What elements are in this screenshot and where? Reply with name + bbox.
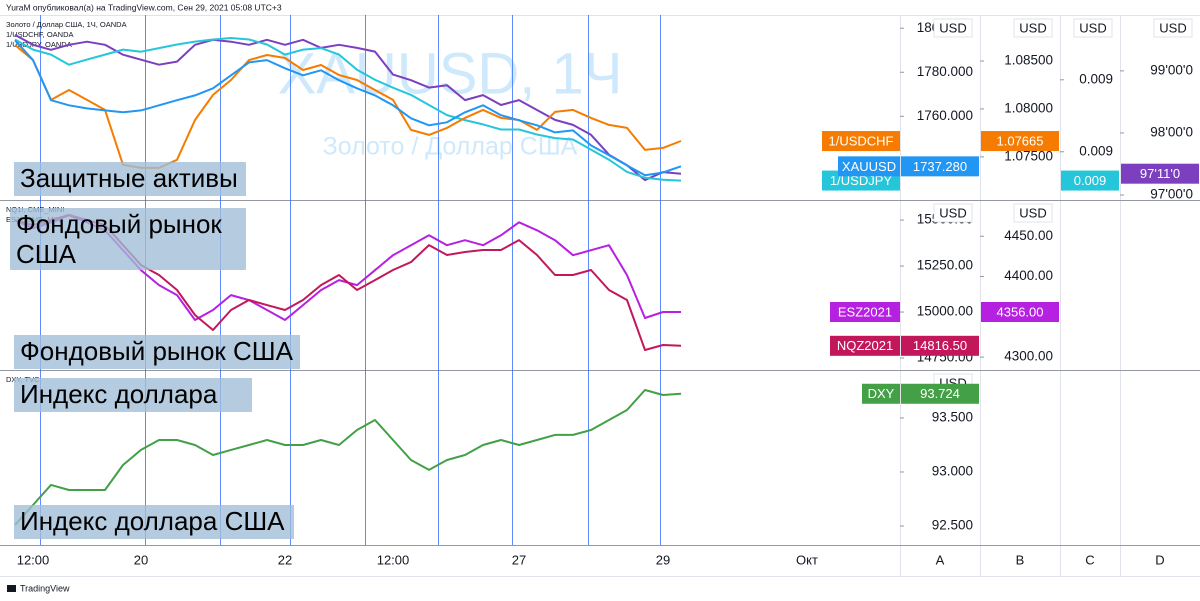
price-tag — [901, 335, 979, 356]
series-name-tag — [830, 335, 900, 356]
series-name-label: 1/USDJPY — [830, 173, 892, 188]
price-tag — [981, 301, 1059, 322]
unit-box — [1013, 203, 1053, 223]
footer: TradingView — [7, 583, 70, 593]
legend-entry: 1/USDJPY, OANDA — [6, 40, 72, 49]
scale-column-label: D — [1155, 552, 1164, 567]
unit-box — [933, 203, 973, 223]
series-name-tag — [862, 383, 900, 404]
price-tag — [901, 383, 979, 404]
unit-label: USD — [1019, 205, 1046, 220]
y-tick-label: 97'00'0 — [1150, 187, 1193, 202]
y-tick-label: 15000.00 — [917, 304, 973, 319]
annotation: Индекс доллара — [14, 378, 252, 412]
series-name-tag — [838, 156, 900, 177]
scale-column-label: A — [936, 552, 945, 567]
y-tick-label: 1760.000 — [917, 108, 973, 123]
frame — [0, 15, 1200, 577]
y-tick-label: 93.000 — [932, 464, 973, 479]
series-name-tag — [822, 131, 900, 152]
annotation: Фондовый рынок США — [14, 335, 300, 369]
annotation: Индекс доллара США — [14, 505, 294, 539]
y-tick-label: 0.009 — [1079, 71, 1113, 86]
legend-entry: 1/USDCHF, OANDA — [6, 30, 74, 39]
x-tick-label: 29 — [656, 552, 670, 567]
x-tick-label: 27 — [512, 552, 526, 567]
scale-column-label: C — [1085, 552, 1094, 567]
price-tag-label: 14816.50 — [913, 338, 967, 353]
series-name-label: 1/USDCHF — [828, 133, 893, 148]
y-tick-label: 92.500 — [932, 518, 973, 533]
x-tick-label: 20 — [134, 552, 148, 567]
y-tick-label: 15250.00 — [917, 258, 973, 273]
unit-box — [1013, 18, 1053, 38]
unit-box — [1153, 18, 1193, 38]
y-tick-label: 98'00'0 — [1150, 125, 1193, 140]
series-name-label: NQZ2021 — [837, 338, 893, 353]
price-tag-label: 1737.280 — [913, 159, 967, 174]
y-tick-label: 1.08000 — [1004, 101, 1053, 116]
annotation: Защитные активы — [14, 162, 246, 196]
unit-label: USD — [1079, 20, 1106, 35]
series-line — [14, 34, 682, 182]
y-tick-label: 1.07500 — [1004, 148, 1053, 163]
y-tick-label: 1780.000 — [917, 64, 973, 79]
price-tag — [1121, 163, 1199, 184]
y-tick-label: 4300.00 — [1004, 349, 1053, 364]
series-name-label: ESZ2021 — [838, 304, 892, 319]
price-tag-label: 0.009 — [1074, 173, 1107, 188]
x-tick-label: Окт — [796, 552, 818, 567]
price-tag — [981, 131, 1059, 152]
series-line — [14, 37, 682, 182]
unit-box — [933, 18, 973, 38]
y-tick-label: 99'00'0 — [1150, 62, 1193, 77]
watermark-subtitle: Золото / Доллар США — [323, 133, 578, 161]
y-tick-label: 0.009 — [1079, 143, 1113, 158]
y-tick-label: 93.500 — [932, 410, 973, 425]
legend-entry: Золото / Доллар США, 1Ч, OANDA — [6, 20, 127, 29]
y-tick-label: 4400.00 — [1004, 268, 1053, 283]
price-tag — [901, 156, 979, 177]
price-tag-label: 93.724 — [920, 386, 960, 401]
y-tick-label: 4450.00 — [1004, 228, 1053, 243]
x-tick-label: 12:00 — [17, 552, 50, 567]
series-name-label: DXY — [868, 386, 895, 401]
price-tag-label: 97'11'0 — [1140, 166, 1180, 181]
unit-box — [1073, 18, 1113, 38]
y-tick-label: 1.08500 — [1004, 53, 1053, 68]
series-name-tag — [830, 301, 900, 322]
x-tick-label: 12:00 — [377, 552, 410, 567]
x-tick-label: 22 — [278, 552, 292, 567]
drawn-vertical-lines — [40, 15, 661, 545]
series-name-label: XAUUSD — [842, 159, 896, 174]
unit-label: USD — [939, 205, 966, 220]
unit-label: USD — [1019, 20, 1046, 35]
header: YuraM опубликовал(а) на TradingView.com,… — [6, 2, 282, 12]
annotation: Фондовый рынок США — [10, 208, 246, 270]
price-tag — [1061, 170, 1119, 191]
series-line — [14, 389, 682, 526]
logo — [7, 585, 16, 592]
price-tag-label: 1.07665 — [997, 133, 1044, 148]
footer-text: TradingView — [20, 583, 70, 593]
unit-label: USD — [939, 20, 966, 35]
unit-label: USD — [1159, 20, 1186, 35]
series-line — [14, 39, 682, 177]
scale-column-label: B — [1016, 552, 1025, 567]
price-tag-label: 4356.00 — [997, 304, 1044, 319]
